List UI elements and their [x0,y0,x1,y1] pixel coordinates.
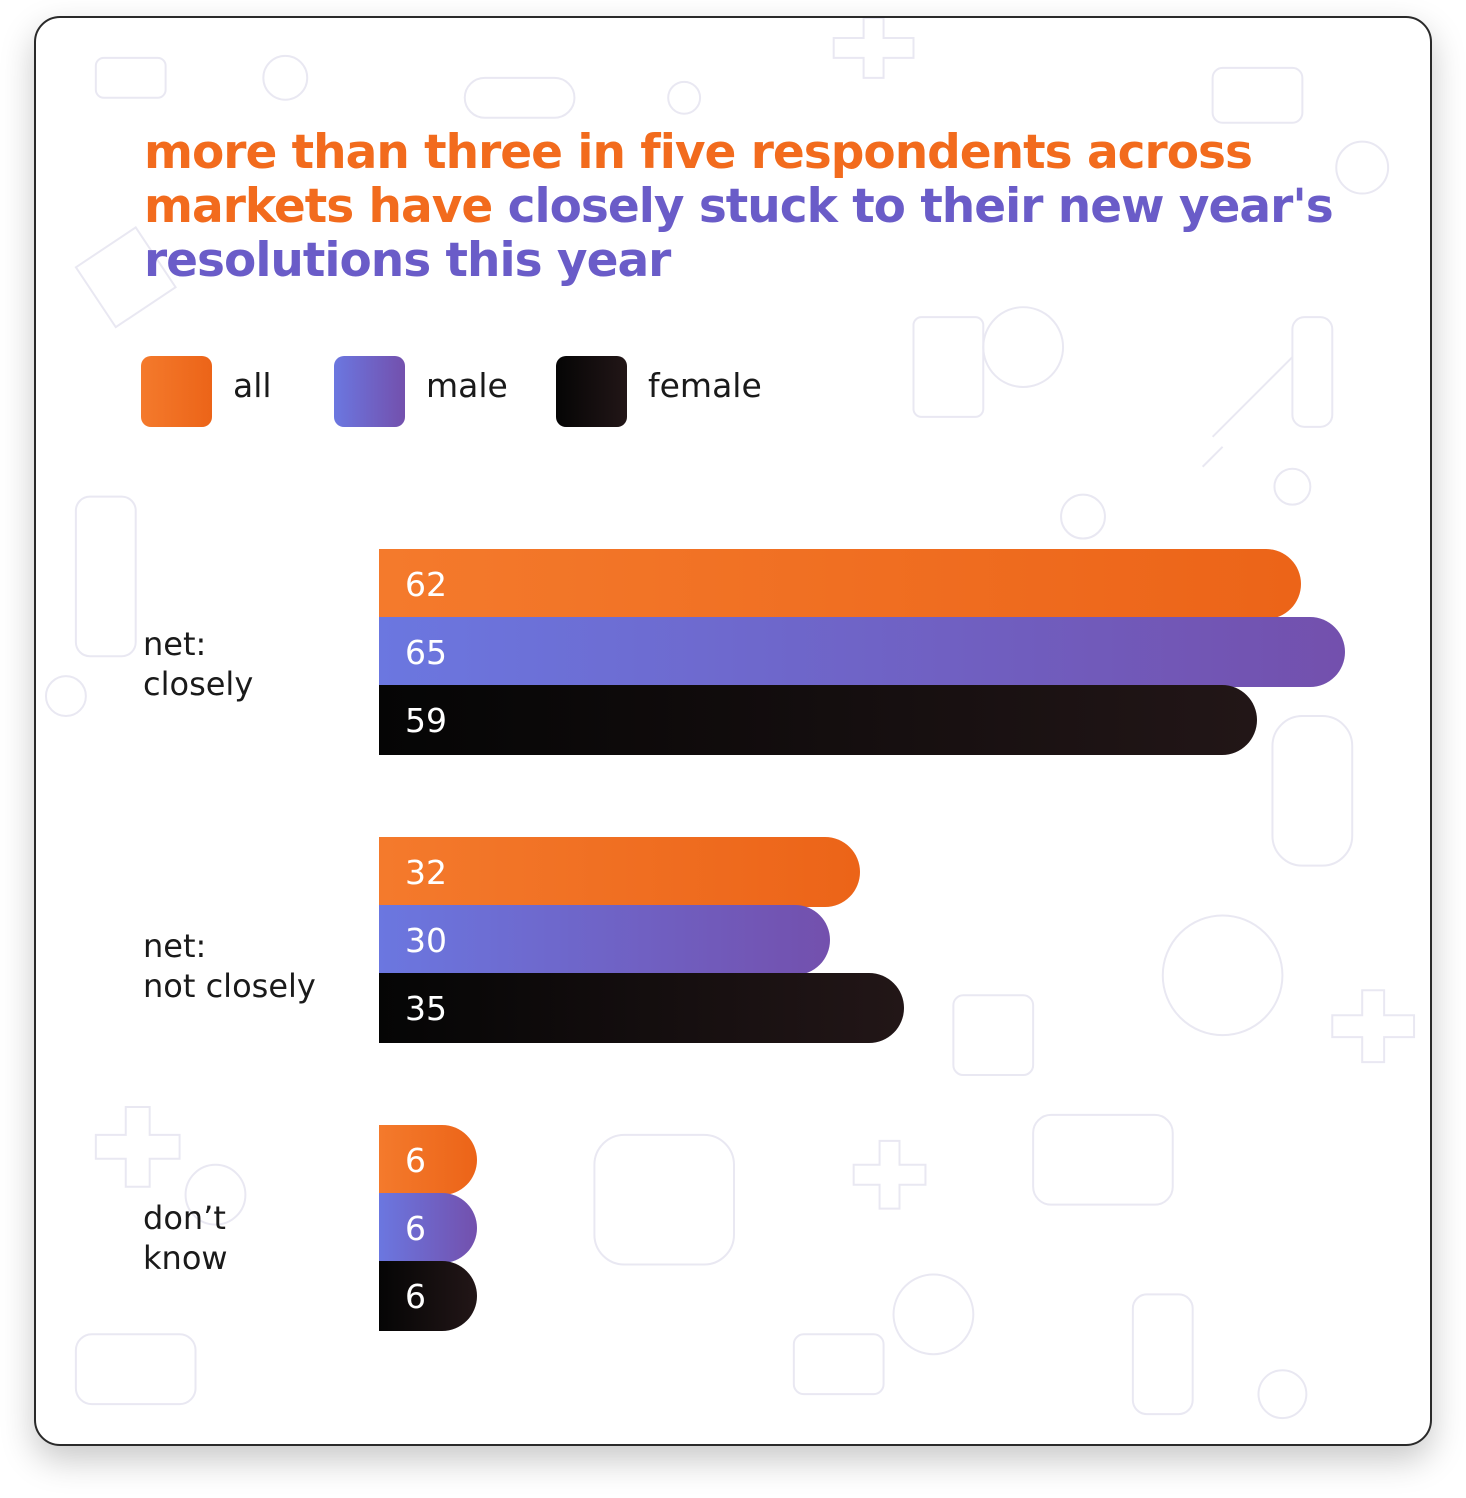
bar-value-label: 32 [405,853,447,892]
bar-value-label: 59 [405,701,447,740]
bar-all-3: 6 [379,1125,477,1195]
bar-male-2: 30 [379,905,830,975]
category-label-line: don’t [143,1199,226,1237]
bar-value-label: 62 [405,565,447,604]
bar-all-2: 32 [379,837,860,907]
category-label-line: know [143,1239,228,1277]
category-label-line: net: [143,625,207,663]
category-label-net-not-closely: net: not closely [143,926,373,1006]
category-label-dont-know: don’t know [143,1198,373,1278]
bar-value-label: 6 [405,1277,426,1316]
bar-value-label: 30 [405,921,447,960]
chart-card: more than three in five respondents acro… [34,16,1432,1446]
legend-swatch-all [141,356,212,427]
legend-swatch-female [556,356,627,427]
bar-male-1: 65 [379,617,1345,687]
legend-label-all: all [233,366,272,405]
legend-label-male: male [426,366,508,405]
bar-value-label: 6 [405,1209,426,1248]
bar-value-label: 65 [405,633,447,672]
bar-value-label: 6 [405,1141,426,1180]
chart-title: more than three in five respondents acro… [144,126,1344,288]
category-label-net-closely: net: closely [143,624,373,704]
title-highlight-orange: more than three in five respondents acro… [144,125,1253,234]
bar-male-3: 6 [379,1193,477,1263]
background-doodles [44,18,1416,1420]
title-highlight-purple: closely stuck to their new year's resolu… [144,179,1334,288]
legend-label-female: female [648,366,762,405]
bar-female-2: 35 [379,973,904,1043]
bar-all-1: 62 [379,549,1301,619]
bar-female-3: 6 [379,1261,477,1331]
bar-female-1: 59 [379,685,1257,755]
bar-value-label: 35 [405,989,447,1028]
category-label-line: closely [143,665,254,703]
category-label-line: net: [143,927,207,965]
legend-swatch-male [334,356,405,427]
category-label-line: not closely [143,967,316,1005]
